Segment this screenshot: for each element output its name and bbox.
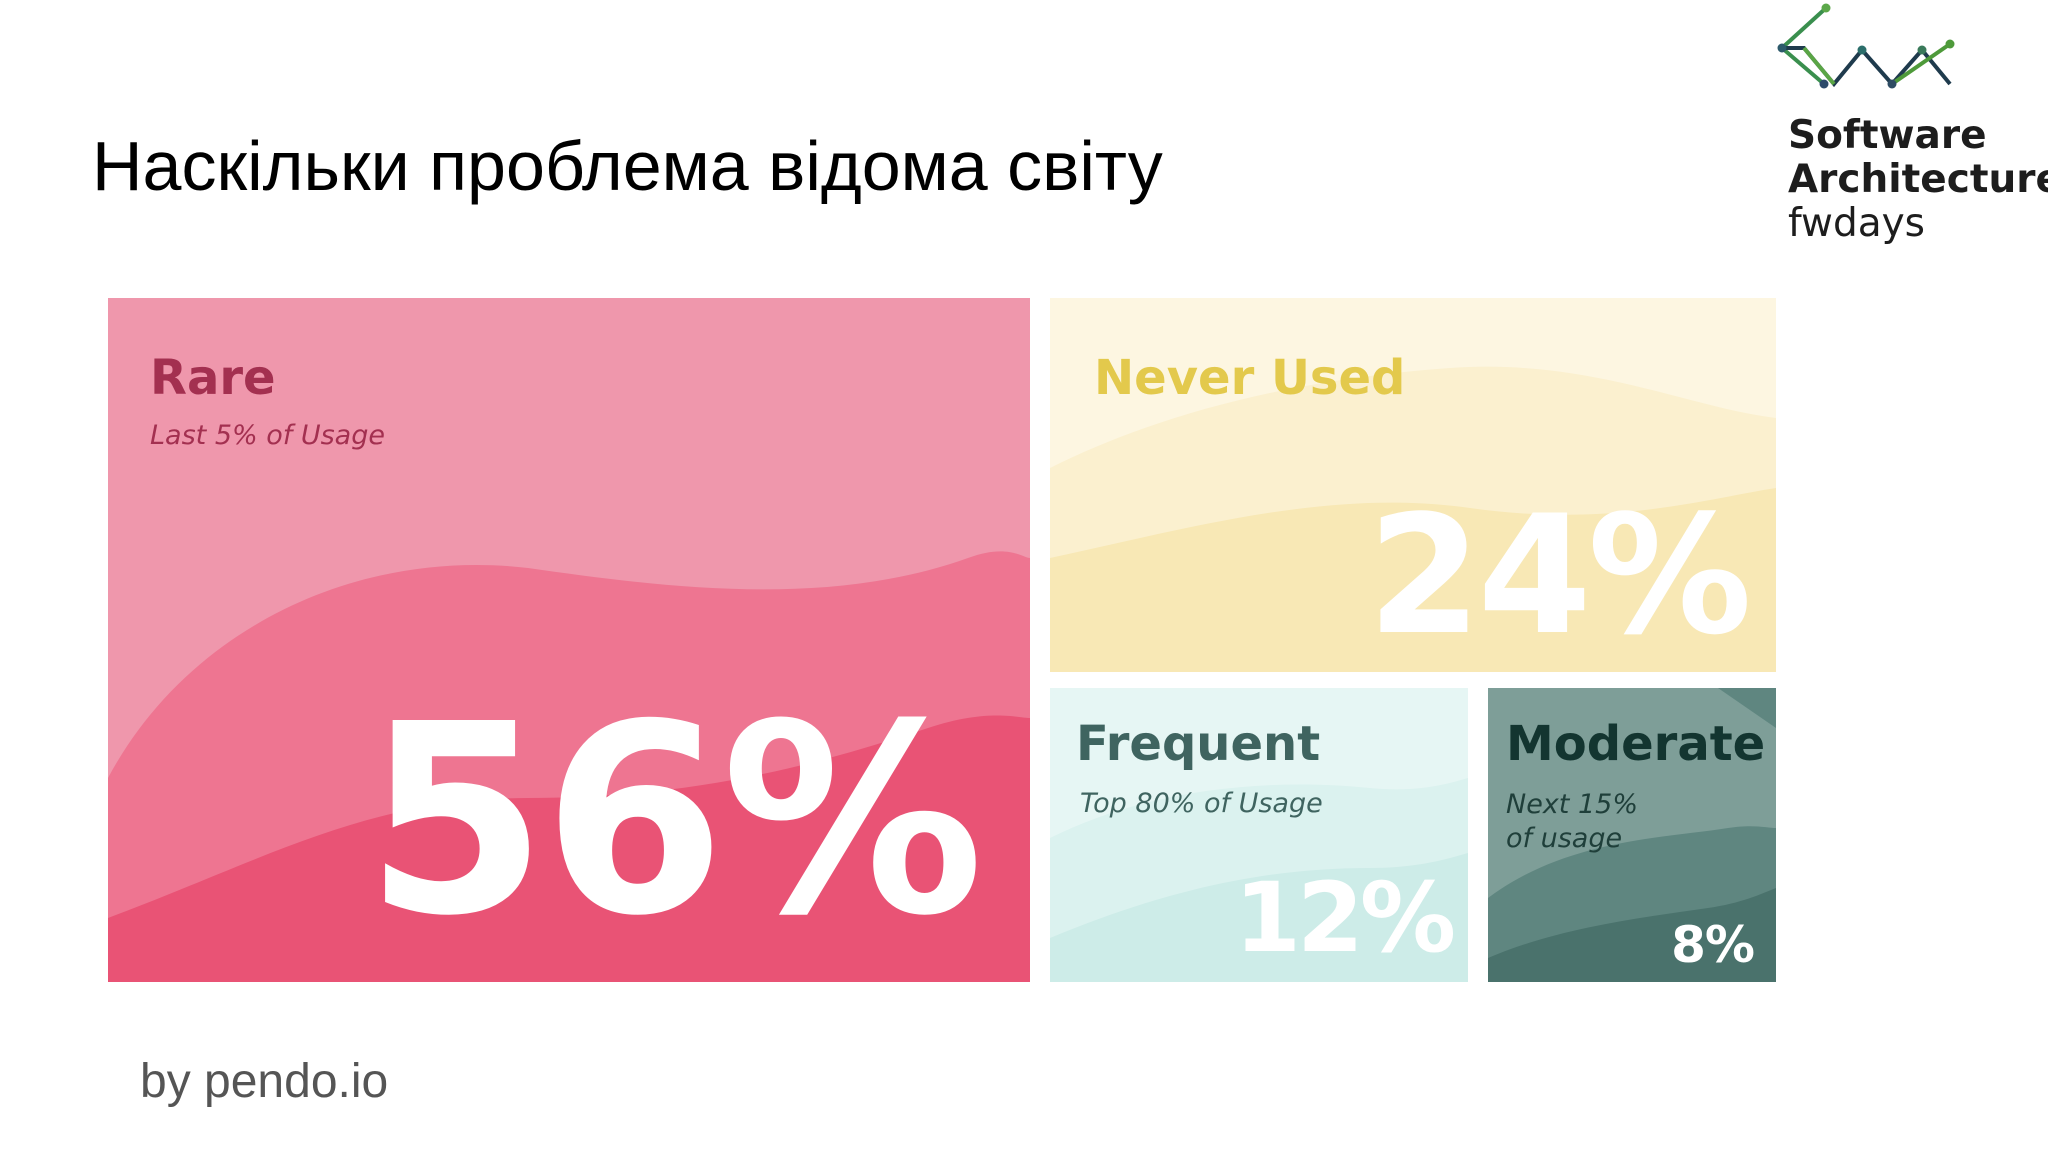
tile-rare-sublabel: Last 5% of Usage xyxy=(150,420,385,451)
tile-frequent: Frequent Top 80% of Usage 12% xyxy=(1050,688,1468,982)
conference-logo: Software Architecture fwdays xyxy=(1770,0,2048,260)
source-credit: by pendo.io xyxy=(140,1055,389,1108)
zigzag-graph-logo-icon xyxy=(1777,3,1955,89)
tile-never-used: Never Used 24% xyxy=(1050,298,1776,672)
tile-moderate-label: Moderate xyxy=(1506,716,1766,772)
slide-title: Наскільки проблема відома світу xyxy=(92,127,1163,205)
tile-moderate: Moderate Next 15% of usage 8% xyxy=(1488,688,1776,982)
tile-frequent-label: Frequent xyxy=(1076,716,1321,772)
tile-moderate-sublabel: Next 15% of usage xyxy=(1506,789,1638,854)
tile-moderate-value: 8% xyxy=(1671,916,1755,974)
tile-rare: Rare Last 5% of Usage 56% xyxy=(108,298,1030,982)
tile-never-used-label: Never Used xyxy=(1094,350,1406,406)
tile-frequent-sublabel: Top 80% of Usage xyxy=(1080,788,1323,819)
logo-line-fwdays: fwdays xyxy=(1788,201,1925,246)
tile-never-used-value: 24% xyxy=(1367,480,1752,671)
logo-line-architecture: Architecture xyxy=(1788,157,2048,202)
tile-rare-value: 56% xyxy=(364,668,984,973)
logo-line-software: Software xyxy=(1788,113,1987,158)
tile-rare-label: Rare xyxy=(150,350,276,406)
tile-frequent-value: 12% xyxy=(1234,862,1456,974)
